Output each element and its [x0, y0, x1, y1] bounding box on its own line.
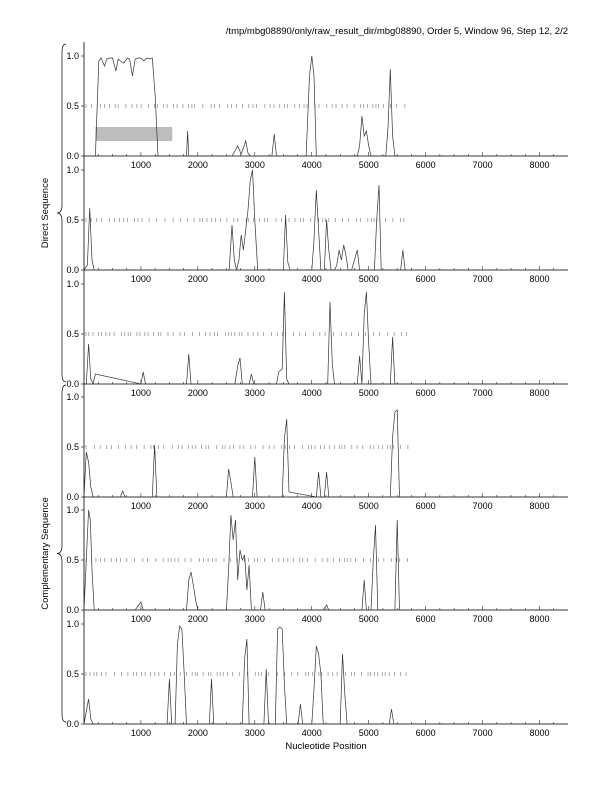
x-tick-label: 1000 — [131, 388, 151, 398]
x-tick-label: 8000 — [530, 614, 550, 624]
x-tick-label: 2000 — [188, 274, 208, 284]
x-tick-label: 5000 — [359, 388, 379, 398]
x-tick-label: 5000 — [359, 728, 379, 738]
x-tick-label: 2000 — [188, 388, 208, 398]
panel-4: 0.0 0.5 1.0 1000 2000 3000 4000 5000 6000 7000 800… — [66, 383, 568, 511]
group-brace — [56, 384, 67, 723]
panel-1: 0.0 0.5 1.0 1000 2000 3000 4000 5000 6000 7000 800… — [66, 42, 568, 170]
x-tick-label: 4000 — [302, 501, 322, 511]
y-tick-label: 0.0 — [66, 151, 79, 161]
series-line — [83, 169, 568, 271]
group-label: Complementary Sequence — [40, 497, 51, 609]
x-tick-label: 8000 — [530, 728, 550, 738]
panel-2: 0.0 0.5 1.0 1000 2000 3000 4000 5000 6000 7000 800… — [66, 156, 568, 284]
x-tick-label: 8000 — [530, 160, 550, 170]
x-tick-label: 4000 — [302, 160, 322, 170]
x-tick-label: 6000 — [416, 160, 436, 170]
page-title: /tmp/mbg08890/only/raw_result_dir/mbg088… — [225, 26, 568, 37]
x-tick-label: 4000 — [302, 274, 322, 284]
x-tick-label: 2000 — [188, 160, 208, 170]
x-tick-label: 6000 — [416, 728, 436, 738]
panel-3: 0.0 0.5 1.0 1000 2000 3000 4000 5000 6000 7000 800… — [66, 270, 568, 398]
y-tick-label: 0.5 — [66, 555, 79, 565]
x-tick-label: 5000 — [359, 160, 379, 170]
group-brace — [56, 43, 67, 383]
x-tick-label: 7000 — [473, 388, 493, 398]
x-axis-label: Nucleotide Position — [285, 741, 366, 752]
x-tick-label: 3000 — [245, 388, 265, 398]
series-line — [84, 55, 568, 157]
x-tick-label: 1000 — [131, 728, 151, 738]
x-tick-label: 5000 — [359, 614, 379, 624]
panel-6: 0.0 0.5 1.0 1000 2000 3000 4000 5000 6000 7000 800… — [66, 610, 568, 738]
x-tick-label: 5000 — [359, 501, 379, 511]
y-tick-label: 1.0 — [66, 165, 79, 175]
x-tick-label: 6000 — [416, 388, 436, 398]
y-tick-label: 0.5 — [66, 329, 79, 339]
group-1: Direct Sequence — [40, 43, 67, 383]
x-tick-label: 6000 — [416, 501, 436, 511]
x-tick-label: 1000 — [131, 160, 151, 170]
x-tick-label: 3000 — [245, 160, 265, 170]
y-tick-label: 0.5 — [66, 101, 79, 111]
y-tick-label: 0.0 — [66, 605, 79, 615]
y-tick-label: 0.0 — [66, 265, 79, 275]
group-label: Direct Sequence — [40, 178, 51, 248]
x-tick-label: 8000 — [530, 501, 550, 511]
x-tick-label: 8000 — [530, 388, 550, 398]
series-line — [84, 291, 568, 386]
x-tick-label: 3000 — [245, 728, 265, 738]
y-tick-label: 1.0 — [66, 392, 79, 402]
series-line — [83, 409, 568, 498]
x-tick-label: 3000 — [245, 501, 265, 511]
x-tick-label: 6000 — [416, 614, 436, 624]
y-tick-label: 1.0 — [66, 279, 79, 289]
series-line — [83, 625, 568, 725]
x-tick-label: 2000 — [188, 614, 208, 624]
y-tick-label: 0.5 — [66, 442, 79, 452]
group-2: Complementary Sequence — [40, 384, 67, 723]
x-tick-label: 6000 — [416, 274, 436, 284]
y-tick-label: 0.5 — [66, 669, 79, 679]
x-tick-label: 4000 — [302, 388, 322, 398]
y-tick-label: 0.0 — [66, 492, 79, 502]
x-tick-label: 3000 — [245, 614, 265, 624]
panel-5: 0.0 0.5 1.0 1000 2000 3000 4000 5000 6000 7000 800… — [66, 496, 568, 624]
y-tick-label: 1.0 — [66, 505, 79, 515]
x-tick-label: 2000 — [188, 728, 208, 738]
y-tick-label: 0.5 — [66, 215, 79, 225]
highlight-region — [95, 127, 173, 141]
x-tick-label: 7000 — [473, 501, 493, 511]
y-tick-label: 0.0 — [66, 719, 79, 729]
x-tick-label: 1000 — [131, 614, 151, 624]
x-tick-label: 7000 — [473, 160, 493, 170]
series-line — [83, 509, 568, 611]
x-tick-label: 2000 — [188, 501, 208, 511]
x-tick-label: 4000 — [302, 728, 322, 738]
y-tick-label: 1.0 — [66, 51, 79, 61]
y-tick-label: 1.0 — [66, 619, 79, 629]
x-tick-label: 1000 — [131, 501, 151, 511]
x-tick-label: 4000 — [302, 614, 322, 624]
x-tick-label: 7000 — [473, 728, 493, 738]
x-tick-label: 5000 — [359, 274, 379, 284]
x-tick-label: 3000 — [245, 274, 265, 284]
x-tick-label: 8000 — [530, 274, 550, 284]
x-tick-label: 7000 — [473, 274, 493, 284]
y-tick-label: 0.0 — [66, 379, 79, 389]
x-tick-label: 7000 — [473, 614, 493, 624]
x-tick-label: 1000 — [131, 274, 151, 284]
